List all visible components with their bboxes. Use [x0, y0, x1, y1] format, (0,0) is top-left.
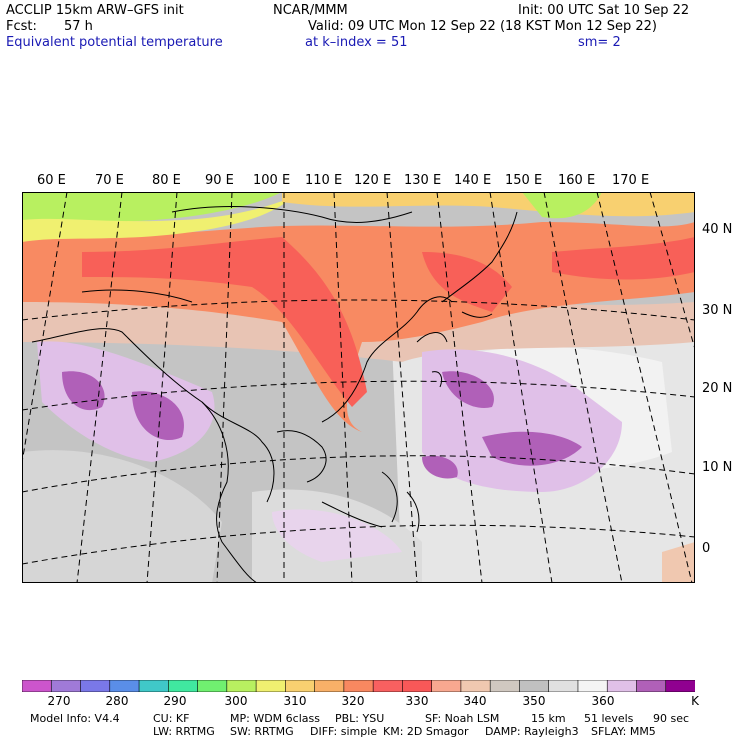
footer-item: 90 sec [653, 712, 690, 725]
level-index: at k–index = 51 [305, 35, 408, 50]
colorbar-swatch [460, 680, 491, 692]
colorbar-swatch [606, 680, 638, 692]
colorbar [22, 680, 695, 692]
colorbar-swatch [665, 680, 695, 692]
colorbar-label: 290 [163, 694, 187, 708]
colorbar-label: 320 [341, 694, 365, 708]
theta-e-map [22, 192, 695, 583]
colorbar-swatch [577, 680, 609, 692]
colorbar-label: 270 [47, 694, 71, 708]
lon-label: 100 E [253, 173, 291, 188]
lon-label: 90 E [205, 173, 234, 188]
colorbar-label: 280 [105, 694, 129, 708]
colorbar-swatch [168, 680, 199, 692]
colorbar-swatch [22, 680, 53, 692]
colorbar-label: 310 [283, 694, 307, 708]
model-title: ACCLIP 15km ARW–GFS init [6, 3, 184, 18]
colorbar-swatch [109, 680, 140, 692]
colorbar-swatch [285, 680, 316, 692]
footer-item: Model Info: V4.4 [30, 712, 120, 725]
lon-label: 170 E [612, 173, 650, 188]
lon-label: 110 E [305, 173, 343, 188]
colorbar-swatch [489, 680, 521, 692]
colorbar-swatch [255, 680, 287, 692]
forecast-label: Fcst: [6, 19, 37, 34]
colorbar-swatch [226, 680, 257, 692]
colorbar-swatch [431, 680, 462, 692]
colorbar-swatch [314, 680, 345, 692]
lon-label: 120 E [354, 173, 392, 188]
lat-label: 30 N [702, 303, 733, 318]
footer-item: CU: KF [153, 712, 190, 725]
smoothing: sm= 2 [578, 35, 621, 50]
lat-label: 10 N [702, 460, 733, 475]
forecast-hour: 57 h [64, 19, 93, 34]
footer-item: KM: 2D Smagor [383, 725, 469, 738]
lon-label: 140 E [454, 173, 492, 188]
colorbar-swatch [372, 680, 404, 692]
field-name: Equivalent potential temperature [6, 35, 223, 50]
lon-label: 130 E [404, 173, 442, 188]
footer-item: 51 levels [584, 712, 634, 725]
lon-label: 70 E [95, 173, 124, 188]
footer-item: SW: RRTMG [230, 725, 294, 738]
colorbar-swatch [636, 680, 667, 692]
footer-item: PBL: YSU [335, 712, 385, 725]
colorbar-swatch [519, 680, 550, 692]
lat-label: 0 [702, 541, 711, 556]
lon-label: 60 E [37, 173, 66, 188]
colorbar-label: 360 [591, 694, 615, 708]
footer-item: LW: RRTMG [153, 725, 215, 738]
colorbar-swatch [138, 680, 170, 692]
lon-label: 150 E [505, 173, 543, 188]
colorbar-swatch [343, 680, 374, 692]
init-time: Init: 00 UTC Sat 10 Sep 22 [518, 3, 690, 18]
colorbar-swatch [50, 680, 82, 692]
colorbar-label: 350 [522, 694, 546, 708]
footer-item: SFLAY: MM5 [591, 725, 656, 738]
footer-item: 15 km [531, 712, 566, 725]
colorbar-unit: K [691, 694, 699, 708]
colorbar-label: 330 [405, 694, 429, 708]
footer-item: DAMP: Rayleigh3 [485, 725, 579, 738]
colorbar-swatch [402, 680, 433, 692]
colorbar-label: 340 [463, 694, 487, 708]
colorbar-swatch [197, 680, 228, 692]
lon-label: 80 E [152, 173, 181, 188]
footer-item: SF: Noah LSM [425, 712, 500, 725]
lat-label: 20 N [702, 381, 733, 396]
organization: NCAR/MMM [273, 3, 348, 18]
lon-label: 160 E [558, 173, 596, 188]
colorbar-swatch [548, 680, 579, 692]
colorbar-label: 300 [224, 694, 248, 708]
valid-time: Valid: 09 UTC Mon 12 Sep 22 (18 KST Mon … [308, 19, 658, 34]
footer-item: DIFF: simple [310, 725, 378, 738]
lat-label: 40 N [702, 222, 733, 237]
footer-item: MP: WDM 6class [230, 712, 320, 725]
colorbar-swatch [80, 680, 111, 692]
